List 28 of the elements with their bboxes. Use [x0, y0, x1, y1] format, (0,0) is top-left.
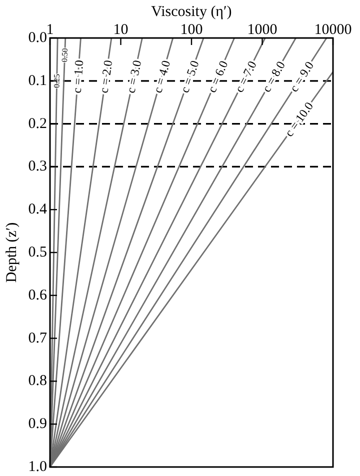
y-tick-label: 0.7: [28, 330, 48, 346]
y-tick-label: 1.0: [28, 459, 47, 475]
y-tick-label: 0.1: [28, 72, 47, 89]
text: c = 2.0: [96, 59, 116, 94]
x-tick-label: 10000: [314, 22, 352, 38]
y-tick-label: 0.5: [28, 244, 47, 260]
y-tick-label: 0.8: [28, 373, 47, 390]
text: 0.50: [60, 48, 70, 62]
x-tick-label: 1000: [247, 22, 278, 38]
text: c = 6.0: [204, 58, 231, 95]
x-tick-label: 10: [113, 22, 128, 38]
x-tick-label: 100: [180, 22, 203, 38]
x-axis-title: Viscosity (η′): [151, 4, 232, 20]
y-tick-label: 0.2: [28, 116, 47, 132]
y-tick-label: 0.9: [28, 416, 47, 432]
text: c = 1.0: [70, 60, 86, 94]
y-axis-title: Depth (z′): [4, 222, 20, 283]
y-tick-label: 0.3: [28, 158, 47, 175]
y-tick-label: 0.6: [28, 287, 48, 304]
text: c = 8.0: [259, 58, 288, 94]
text: c = 5.0: [178, 58, 202, 95]
text: c = 7.0: [232, 58, 260, 95]
y-tick-label: 0.0: [28, 30, 47, 46]
text: c = 9.0: [286, 58, 316, 94]
text: c = 10.0: [282, 99, 316, 140]
y-tick-label: 0.4: [28, 202, 48, 218]
x-tick-label: 1: [46, 22, 54, 38]
text: 0.25: [52, 74, 62, 88]
